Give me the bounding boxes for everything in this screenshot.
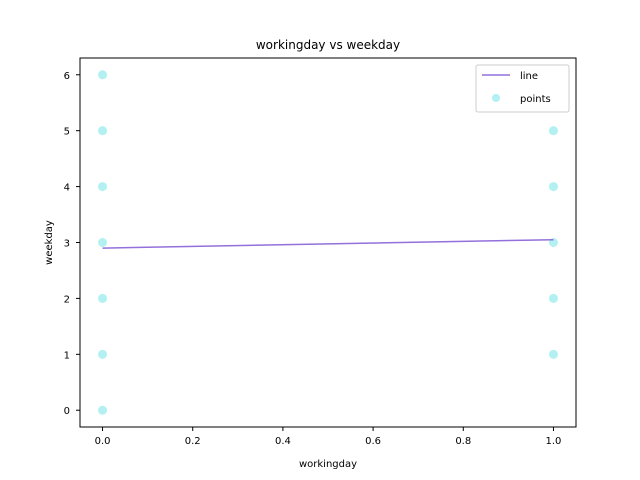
scatter-point	[548, 293, 558, 303]
legend-label-points: points	[520, 94, 551, 105]
y-tick-label: 5	[64, 127, 70, 138]
x-axis-label: workingday	[299, 459, 357, 470]
scatter-point	[98, 70, 108, 80]
x-tick-label: 0.8	[455, 436, 471, 447]
chart-title: workingday vs weekday	[256, 38, 400, 52]
y-tick-label: 2	[64, 294, 70, 305]
y-tick-label: 1	[64, 350, 70, 361]
scatter-point	[548, 182, 558, 192]
scatter-point	[98, 238, 108, 247]
scatter-point	[98, 126, 108, 136]
legend-points-swatch	[492, 94, 500, 102]
x-tick-label: 0.0	[95, 436, 111, 447]
legend-label-line: line	[520, 71, 538, 82]
x-tick-label: 0.4	[275, 436, 291, 447]
chart-marks	[98, 70, 558, 415]
plot-area	[80, 58, 576, 427]
scatter-point	[98, 405, 108, 415]
y-tick-label: 4	[64, 183, 70, 194]
legend-frame	[475, 64, 570, 113]
scatter-point	[98, 182, 108, 192]
y-tick-label: 6	[64, 71, 70, 82]
scatter-point	[98, 293, 108, 303]
line-series	[102, 238, 554, 249]
scatter-point	[548, 126, 558, 136]
x-tick-label: 0.2	[185, 436, 201, 447]
legend: line points	[475, 64, 570, 113]
x-tick-label: 1.0	[546, 436, 562, 447]
y-tick-label: 0	[64, 406, 70, 417]
axes: 0.0 0.2 0.4 0.6 0.8 1.0 0 1 2 3 4 5 6	[64, 57, 577, 447]
scatter-point	[98, 349, 108, 359]
y-tick-label: 3	[64, 239, 70, 250]
scatter-point	[548, 349, 558, 359]
y-axis-label: weekday	[44, 220, 55, 265]
x-tick-label: 0.6	[365, 436, 381, 447]
